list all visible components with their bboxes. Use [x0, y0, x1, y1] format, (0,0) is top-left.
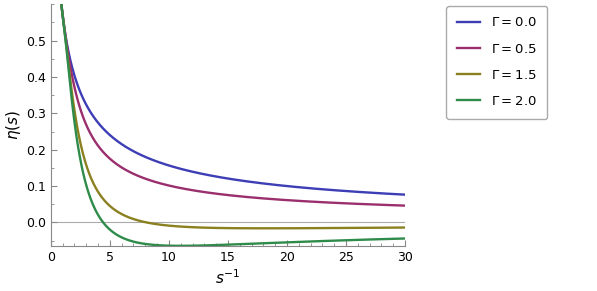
X-axis label: $s^{-1}$: $s^{-1}$ — [216, 268, 241, 287]
Legend: $\Gamma=0.0$, $\Gamma=0.5$, $\Gamma=1.5$, $\Gamma=2.0$: $\Gamma=0.0$, $\Gamma=0.5$, $\Gamma=1.5$… — [446, 6, 547, 119]
Y-axis label: $\eta(s)$: $\eta(s)$ — [4, 110, 23, 140]
